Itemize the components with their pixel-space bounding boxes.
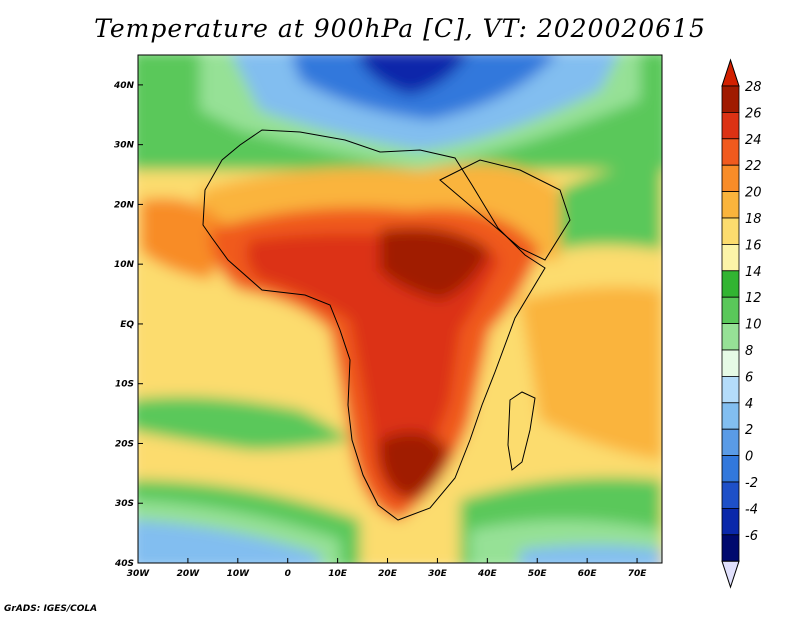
y-tick-label: 20S [115, 439, 134, 449]
colorbar-bottom-arrow [721, 560, 740, 589]
x-tick-label: 20W [177, 569, 201, 579]
colorbar-segment [721, 112, 740, 140]
colorbar-label: 14 [745, 265, 762, 280]
grads-credit: GrADS: IGES/COLA [4, 604, 98, 614]
colorbar-label: 8 [745, 344, 753, 359]
colorbar-segment [721, 217, 740, 245]
colorbar-label: -4 [745, 502, 758, 517]
colorbar-label: 16 [745, 238, 762, 253]
colorbar-label: 24 [745, 133, 762, 148]
temperature-field [138, 55, 662, 563]
colorbar-segment [721, 481, 740, 509]
y-tick-label: 40S [114, 559, 134, 569]
colorbar-segment [721, 323, 740, 351]
x-tick-label: 10W [227, 569, 251, 579]
x-tick-label: 60E [578, 569, 598, 579]
colorbar-segment [721, 455, 740, 483]
colorbar-label: -2 [745, 476, 758, 491]
colorbar-segment [721, 243, 740, 272]
colorbar-segment [721, 402, 740, 430]
colorbar-segment [721, 270, 740, 298]
colorbar-label: 2 [745, 423, 753, 438]
colorbar-label: 12 [745, 291, 762, 306]
x-tick-label: 50E [528, 569, 548, 579]
colorbar-segment [721, 138, 740, 166]
colorbar-segment [721, 507, 740, 536]
axis-ticks: 30W 20W 10W 0 10E 20E 30E 40E 50E 60E 70E 40N 30N 20N… [113, 81, 647, 579]
colorbar-segment [721, 191, 740, 219]
y-tick-label: 40N [113, 81, 135, 91]
colorbar-label: 18 [745, 212, 762, 227]
x-tick-label: 30E [428, 569, 448, 579]
x-tick-label: 70E [628, 569, 648, 579]
colorbar-label: 4 [745, 397, 753, 412]
x-tick-label: 10E [328, 569, 348, 579]
map-title: Temperature at 900hPa [C], VT: 202002061… [94, 14, 706, 43]
colorbar-segment [721, 534, 740, 562]
x-tick-label: 0 [285, 569, 291, 579]
y-tick-label: 10S [115, 380, 134, 390]
colorbar-segment [721, 164, 740, 192]
colorbar-segment [721, 375, 740, 404]
colorbar-label: 22 [745, 159, 762, 174]
colorbar-label: 26 [745, 106, 762, 121]
y-tick-label: 20N [114, 200, 135, 210]
coastlines [202, 129, 571, 521]
colorbar-segment [721, 349, 740, 377]
colorbar-label: 6 [745, 370, 753, 385]
x-tick-label: 40E [477, 569, 498, 579]
y-tick-label: EQ [120, 320, 134, 330]
y-tick-label: 10N [114, 260, 135, 270]
plot-frame [137, 54, 663, 564]
x-tick-label: 30W [127, 569, 151, 579]
colorbar-label: 20 [745, 186, 762, 201]
y-tick-label: 30N [114, 141, 135, 151]
colorbar-segment [721, 85, 740, 113]
colorbar-top-arrow [721, 58, 740, 87]
y-tick-label: 30S [115, 499, 134, 509]
x-tick-label: 20E [378, 569, 398, 579]
colorbar-label: 10 [745, 318, 762, 333]
colorbar-label: 28 [745, 80, 762, 95]
colorbar-segment [721, 428, 740, 457]
colorbar-label: 0 [745, 450, 753, 465]
colorbar-label: -6 [745, 529, 758, 544]
colorbar-segment [721, 296, 740, 325]
